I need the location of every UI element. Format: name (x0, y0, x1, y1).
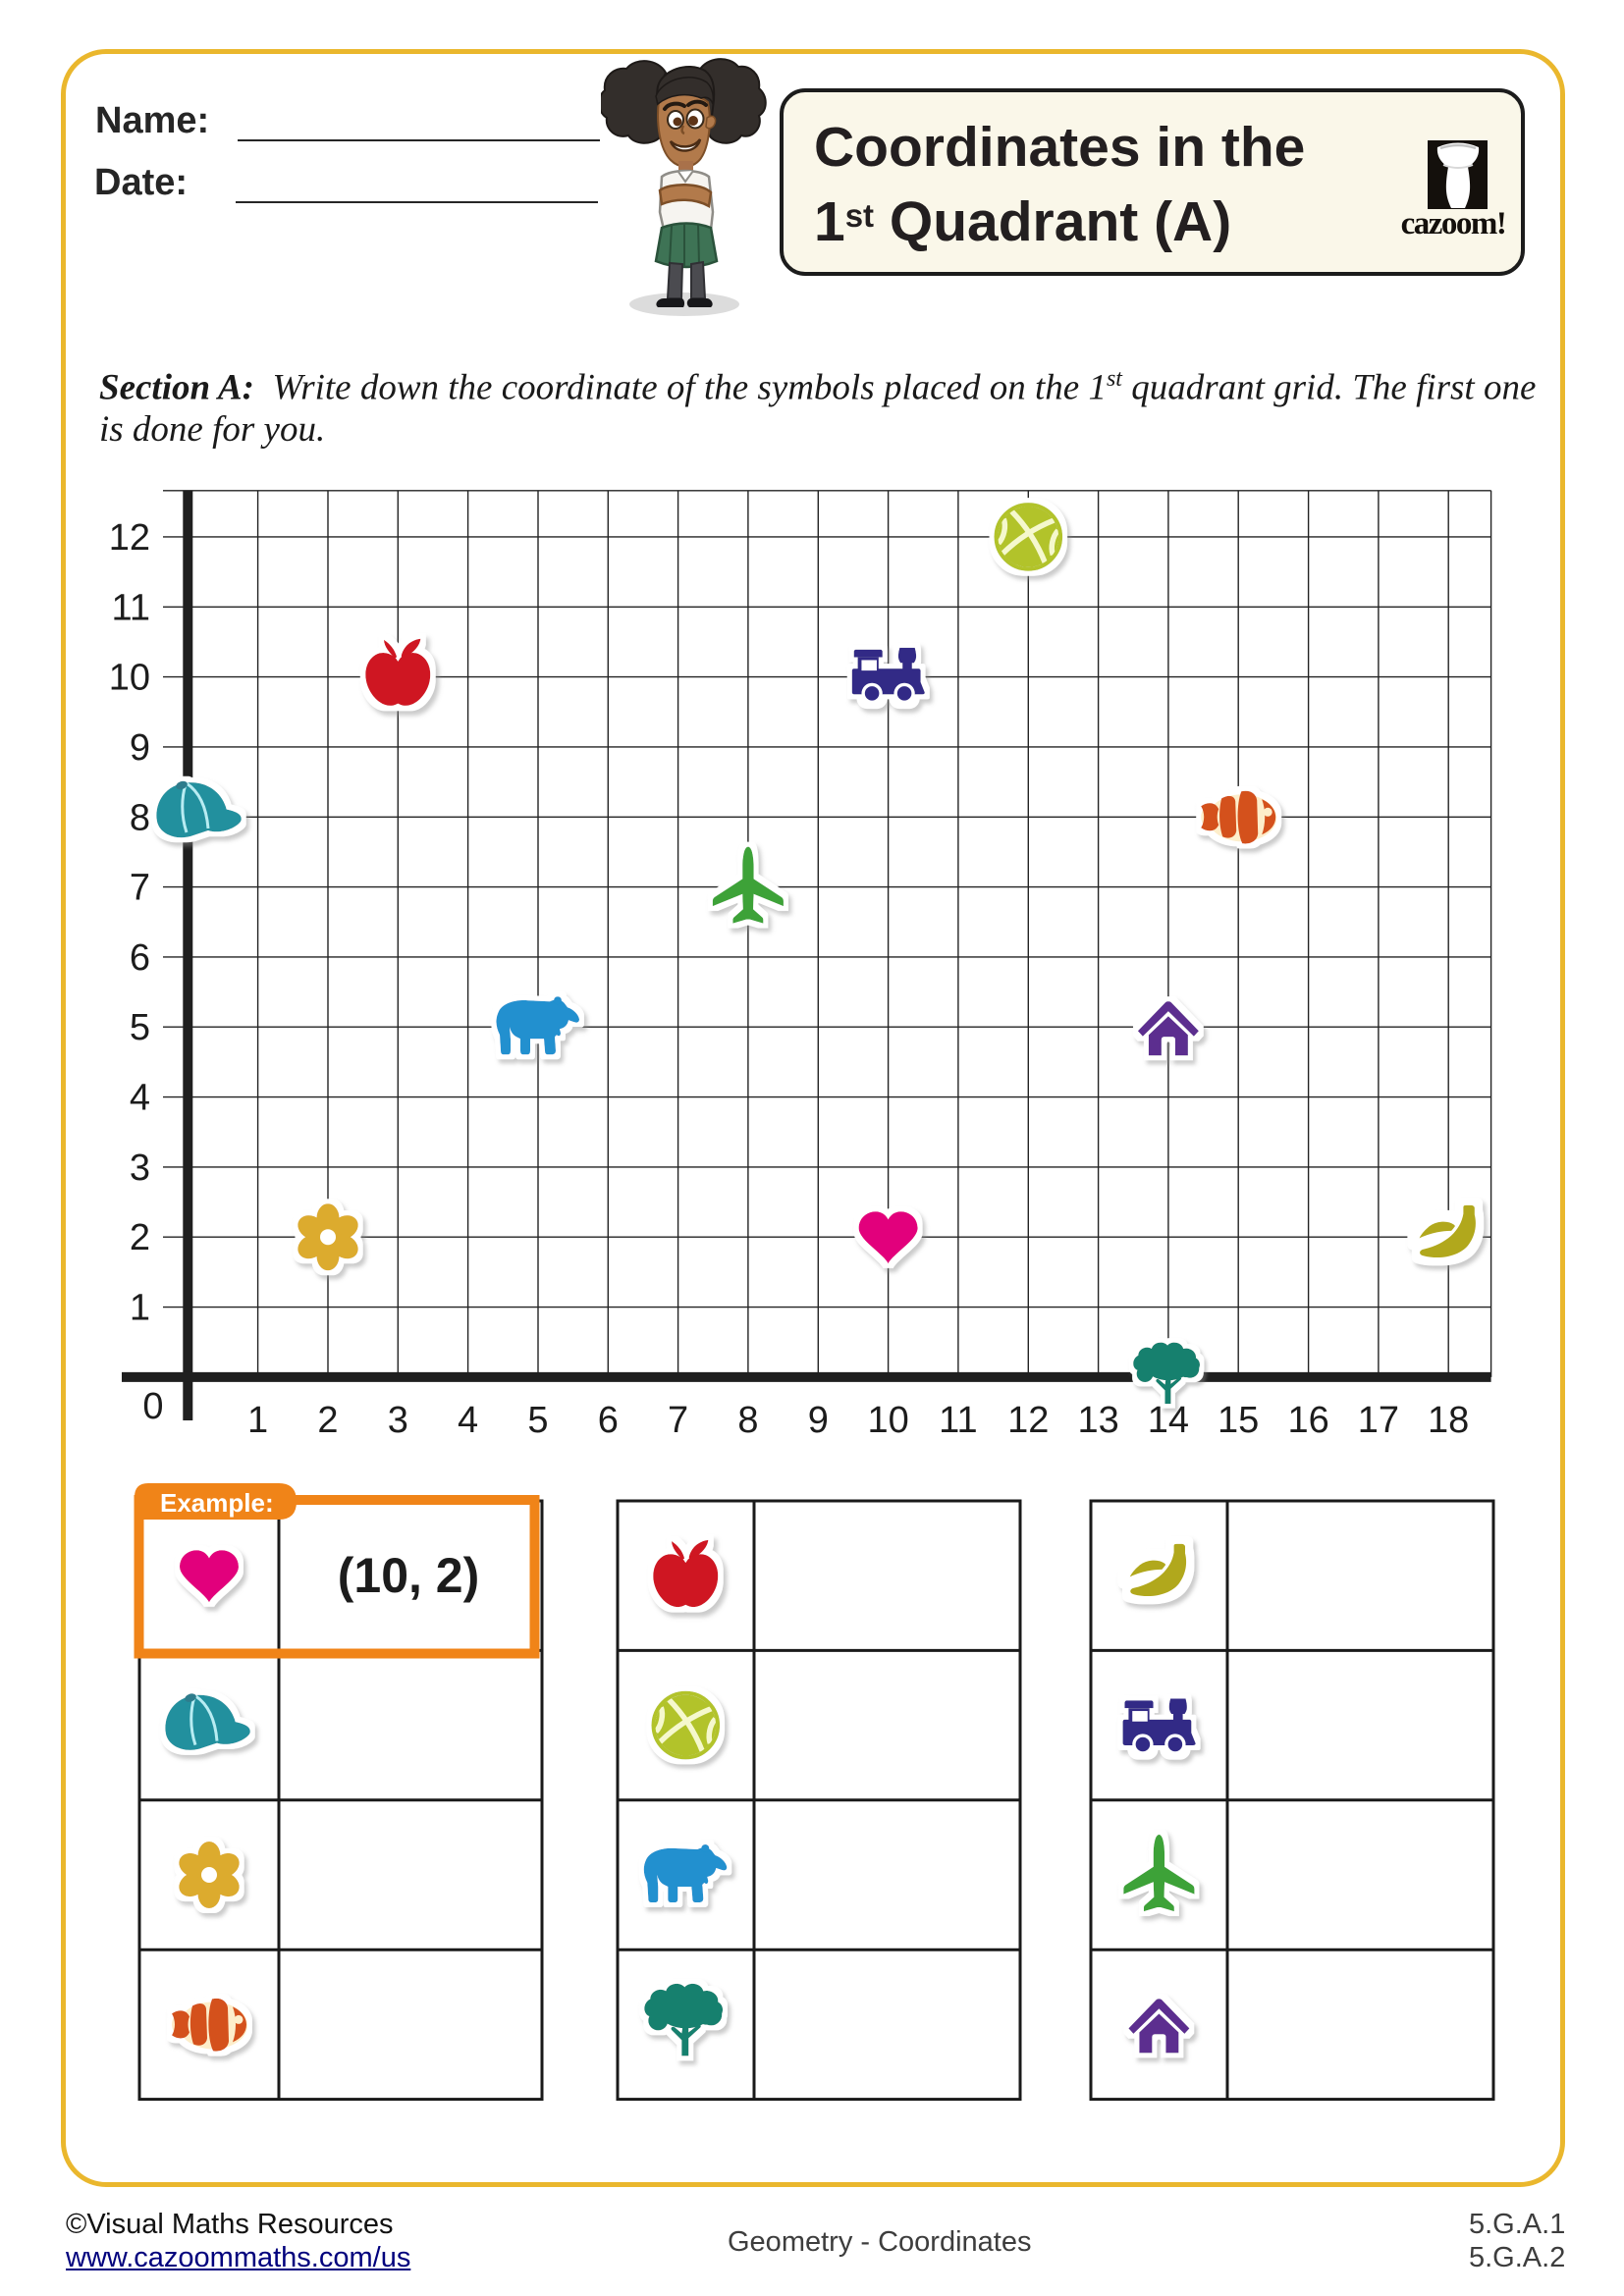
svg-text:4: 4 (458, 1400, 478, 1441)
svg-text:cazoom!: cazoom! (1401, 206, 1506, 239)
svg-text:16: 16 (1287, 1400, 1328, 1441)
svg-text:10: 10 (867, 1400, 908, 1441)
svg-text:0: 0 (142, 1386, 163, 1427)
svg-text:17: 17 (1358, 1400, 1399, 1441)
svg-text:5: 5 (527, 1400, 548, 1441)
svg-text:1: 1 (247, 1400, 268, 1441)
svg-text:9: 9 (808, 1400, 829, 1441)
svg-text:11: 11 (939, 1400, 977, 1441)
svg-text:2: 2 (317, 1400, 338, 1441)
svg-text:15: 15 (1218, 1400, 1259, 1441)
svg-text:5: 5 (130, 1007, 150, 1048)
svg-text:2: 2 (130, 1217, 150, 1258)
svg-text:Example:: Example: (160, 1488, 274, 1518)
svg-text:11: 11 (112, 587, 150, 628)
svg-text:4: 4 (130, 1078, 150, 1119)
svg-text:12: 12 (1007, 1400, 1049, 1441)
svg-text:(10, 2): (10, 2) (338, 1548, 480, 1603)
svg-text:14: 14 (1148, 1400, 1189, 1441)
svg-text:8: 8 (130, 797, 150, 838)
svg-text:3: 3 (388, 1400, 408, 1441)
svg-text:9: 9 (130, 727, 150, 769)
svg-text:7: 7 (668, 1400, 688, 1441)
svg-text:6: 6 (598, 1400, 619, 1441)
svg-text:6: 6 (130, 937, 150, 979)
svg-text:10: 10 (109, 658, 150, 699)
svg-text:13: 13 (1077, 1400, 1118, 1441)
svg-text:18: 18 (1428, 1400, 1469, 1441)
svg-text:1: 1 (130, 1288, 150, 1329)
svg-text:12: 12 (109, 517, 150, 559)
svg-text:8: 8 (737, 1400, 758, 1441)
svg-text:7: 7 (130, 868, 150, 909)
svg-text:3: 3 (130, 1148, 150, 1189)
